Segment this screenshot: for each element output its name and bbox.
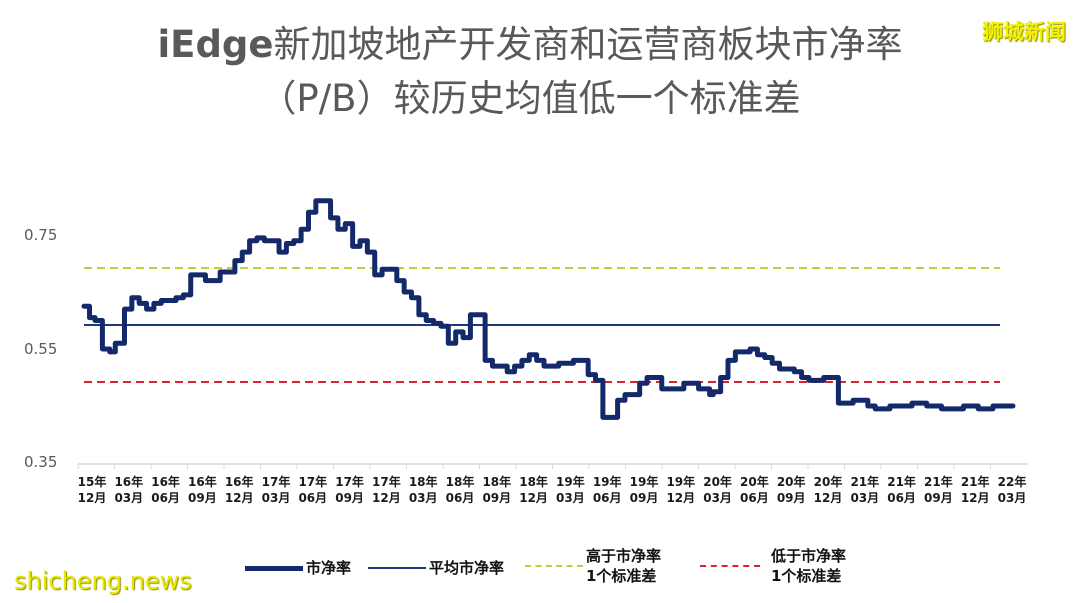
- x-label: 22年 03月: [997, 475, 1027, 505]
- x-label: 21年 06月: [887, 475, 916, 505]
- legend-swatch-thin: [368, 567, 426, 569]
- x-label: 16年 06月: [151, 475, 180, 505]
- x-label: 18年 03月: [408, 475, 438, 505]
- legend-label-minus-sd-1: 低于市净率: [771, 547, 847, 565]
- x-label: 21年 03月: [850, 475, 880, 505]
- x-label: 19年 12月: [666, 475, 696, 505]
- x-label: 20年 03月: [703, 475, 732, 505]
- x-label: 19年 06月: [592, 475, 622, 505]
- title-rest: 新加坡地产开发商和运营商板块市净率: [273, 23, 903, 66]
- x-label: 17年 03月: [261, 475, 291, 505]
- chart-title-line1: iEdge新加坡地产开发商和运营商板块市净率: [0, 22, 1060, 68]
- x-label: 18年 09月: [482, 475, 512, 505]
- watermark-bottom: shicheng.news: [14, 567, 192, 595]
- legend-swatch-green: [525, 565, 583, 567]
- legend-item-mean: 平均市净率: [368, 558, 504, 578]
- x-label: 16年 09月: [188, 475, 217, 505]
- x-label: 20年 12月: [813, 475, 843, 505]
- legend-label-plus-sd-1: 高于市净率: [586, 547, 662, 565]
- legend-label-plus-sd: 高于市净率 1个标准差: [586, 546, 661, 586]
- legend-label-mean: 平均市净率: [429, 559, 505, 577]
- x-label: 19年 09月: [629, 475, 659, 505]
- legend-label-minus-sd-2: 1个标准差: [771, 567, 842, 585]
- legend-label-plus-sd-2: 1个标准差: [586, 567, 657, 585]
- x-label: 20年 06月: [740, 475, 769, 505]
- x-label: 16年 12月: [224, 475, 254, 505]
- y-tick-0: 0.75: [24, 226, 58, 244]
- legend-item-plus-sd: 高于市净率 1个标准差: [525, 546, 661, 586]
- x-label: 20年 09月: [776, 475, 806, 505]
- legend-label-minus-sd: 低于市净率 1个标准差: [771, 546, 846, 586]
- legend-label-pb: 市净率: [306, 559, 352, 577]
- y-tick-2: 0.35: [24, 453, 58, 471]
- legend-swatch-thick: [245, 565, 303, 571]
- x-label: 17年 09月: [335, 475, 364, 505]
- pb-ratio-line: [81, 198, 1016, 420]
- legend-swatch-red: [700, 565, 760, 567]
- legend: 市净率 平均市净率 高于市净率 1个标准差 低于市净率 1个标准差: [0, 546, 1080, 596]
- x-label: 18年 06月: [445, 475, 475, 505]
- x-label: 16年 03月: [114, 475, 144, 505]
- x-label: 17年 06月: [298, 475, 328, 505]
- x-label: 19年 03月: [556, 475, 585, 505]
- y-tick-1: 0.55: [24, 340, 58, 358]
- x-label: 21年 12月: [960, 475, 990, 505]
- x-label: 21年 09月: [924, 475, 953, 505]
- x-label: 15年 12月: [77, 475, 107, 505]
- legend-item-minus-sd: 低于市净率 1个标准差: [700, 546, 846, 586]
- title-brand: iEdge: [157, 23, 274, 66]
- x-axis-ticks: [77, 464, 991, 469]
- x-axis-labels: 15年 12月 16年 03月 16年 06月 16年 09月 16年 12月 17年 03月 17年 0…: [0, 474, 1080, 514]
- legend-item-pb: 市净率: [245, 558, 351, 578]
- x-label: 18年 12月: [519, 475, 548, 505]
- chart-title-line2: （P/B）较历史均值低一个标准差: [259, 77, 801, 120]
- x-label: 17年 12月: [372, 475, 401, 505]
- watermark-top: 狮城新闻: [982, 20, 1066, 44]
